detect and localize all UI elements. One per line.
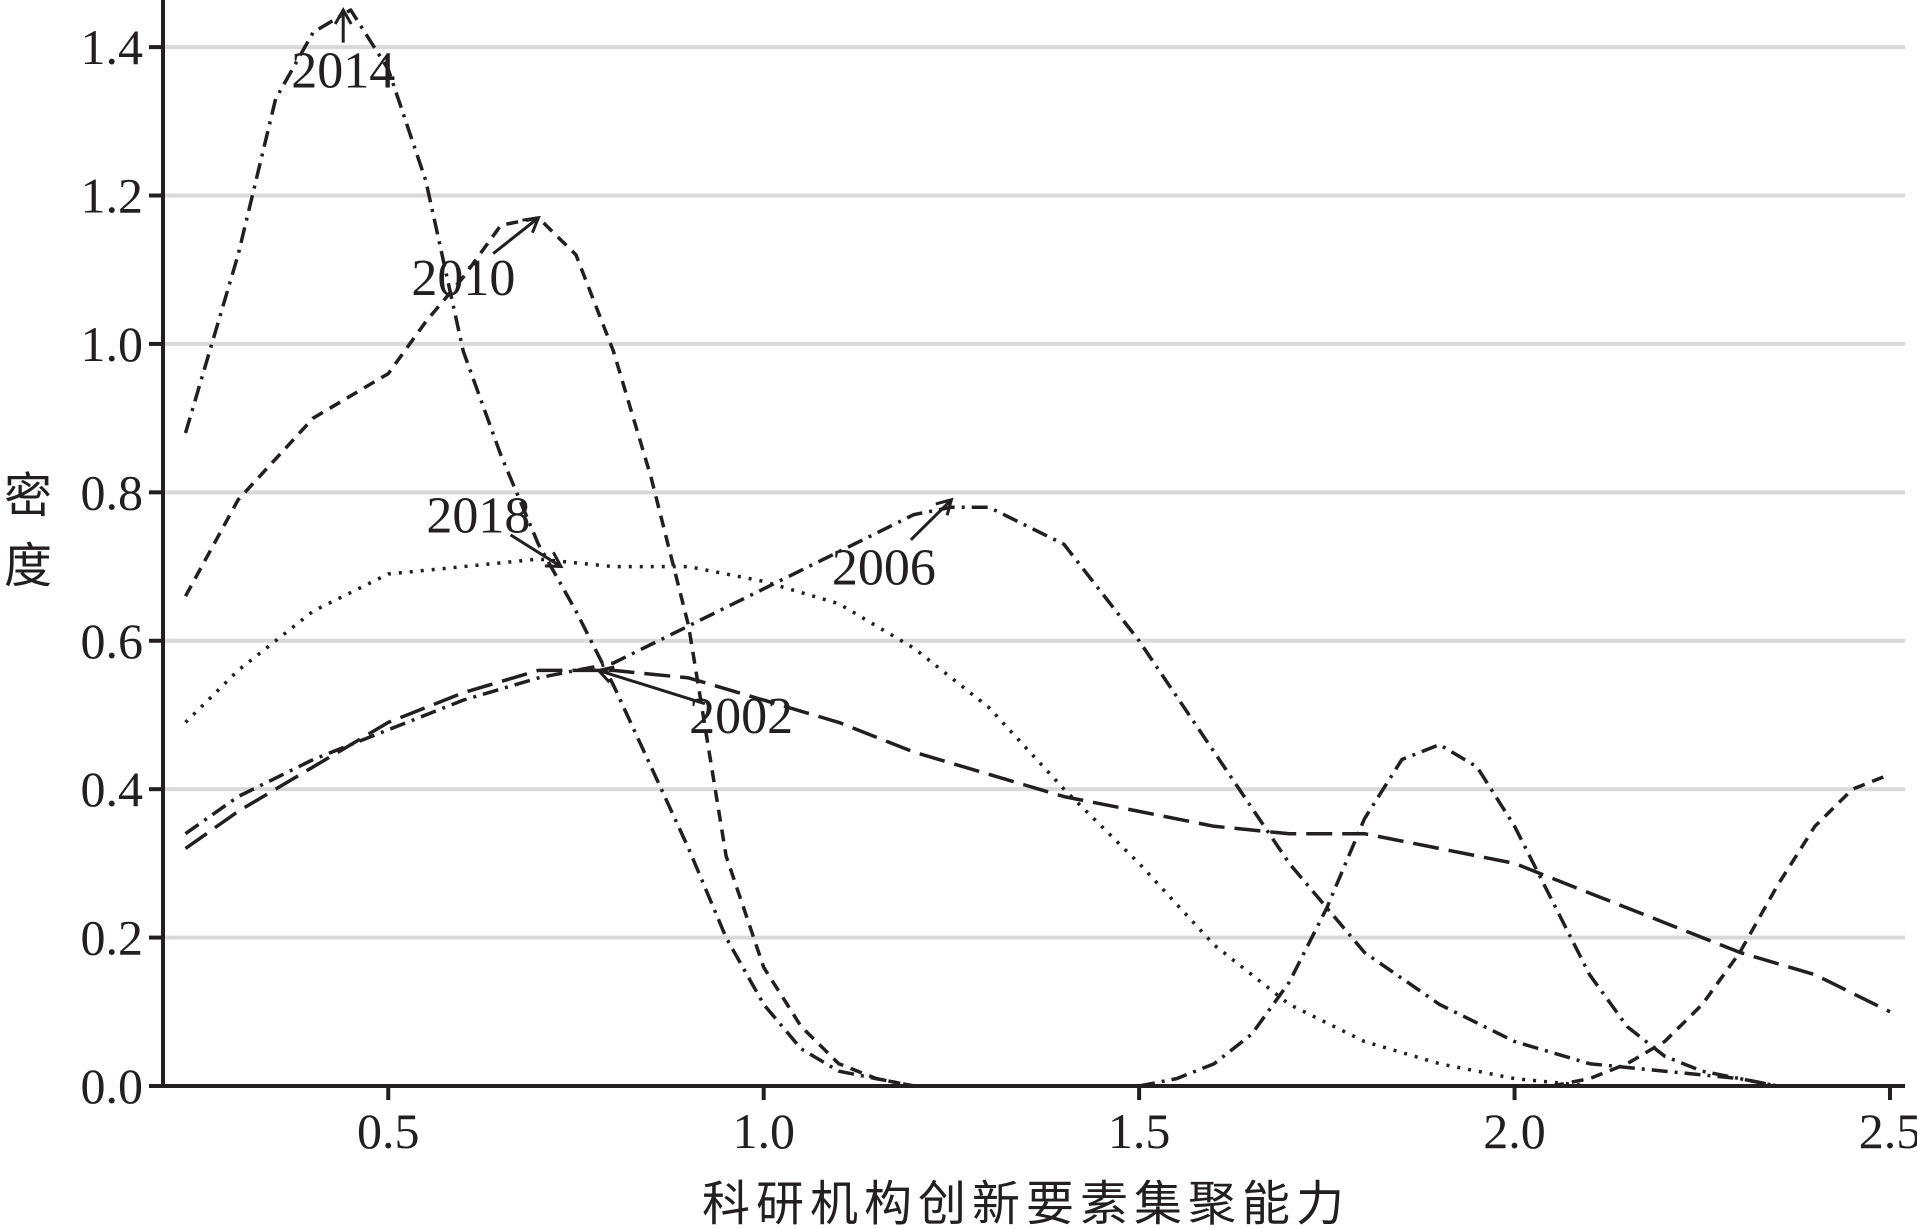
y-tick-label: 1.2 (81, 168, 144, 224)
axes (161, 0, 1905, 1088)
annotation-arrow (509, 533, 562, 568)
annotation-arrow (598, 669, 706, 706)
annotation-arrowhead (333, 6, 353, 25)
y-axis-title-char-2: 度 (4, 538, 52, 594)
annotation-label: 2010 (411, 250, 515, 307)
annotation-label: 2014 (291, 42, 395, 99)
y-tick-label: 0.4 (81, 761, 144, 817)
series-line-unlabeled-6 (1551, 772, 1891, 1088)
annotation-arrowhead (544, 551, 564, 569)
series-layer (183, 8, 1891, 1088)
ticks: 0.0 0.2 0.4 0.6 0.8 1.0 1.2 1.4 0.5 1.0 1.5 2.0 2.5 (81, 19, 1917, 1159)
y-tick-label: 1.4 (81, 19, 144, 75)
y-tick-label: 1.0 (81, 316, 144, 372)
gridlines (163, 45, 1905, 940)
x-tick-label: 2.5 (1859, 1103, 1917, 1159)
annotation-arrowhead (935, 497, 954, 516)
series-line-2018 (184, 557, 1590, 1088)
x-tick-label: 2.0 (1483, 1103, 1546, 1159)
annotation-arrow (909, 498, 953, 541)
y-axis-title-char-1: 密 (4, 468, 52, 524)
annotation-arrow (492, 216, 540, 255)
y-tick-label: 0.8 (81, 464, 144, 520)
annotation-label: 2006 (832, 540, 936, 597)
x-tick-label: 1.0 (732, 1103, 795, 1159)
y-tick-label: 0.6 (81, 613, 144, 669)
series-line-2002 (184, 668, 1891, 1014)
y-tick-label: 0.0 (81, 1058, 144, 1114)
series-line-2006 (184, 505, 1778, 1088)
series-line-2014 (183, 8, 915, 1088)
x-axis-title: 科研机构创新要素集聚能力 (702, 1176, 1350, 1229)
annotation-label: 2002 (689, 688, 793, 745)
series-line-unlabeled-5 (1138, 742, 1778, 1088)
y-axis-title: 密 度 (4, 468, 52, 594)
x-tick-label: 0.5 (357, 1103, 420, 1159)
x-tick-label: 1.5 (1108, 1103, 1171, 1159)
annotation-arrowhead (522, 215, 541, 234)
annotation-arrowhead (595, 665, 615, 684)
series-line-2010 (183, 216, 989, 1088)
y-tick-label: 0.2 (81, 910, 144, 966)
